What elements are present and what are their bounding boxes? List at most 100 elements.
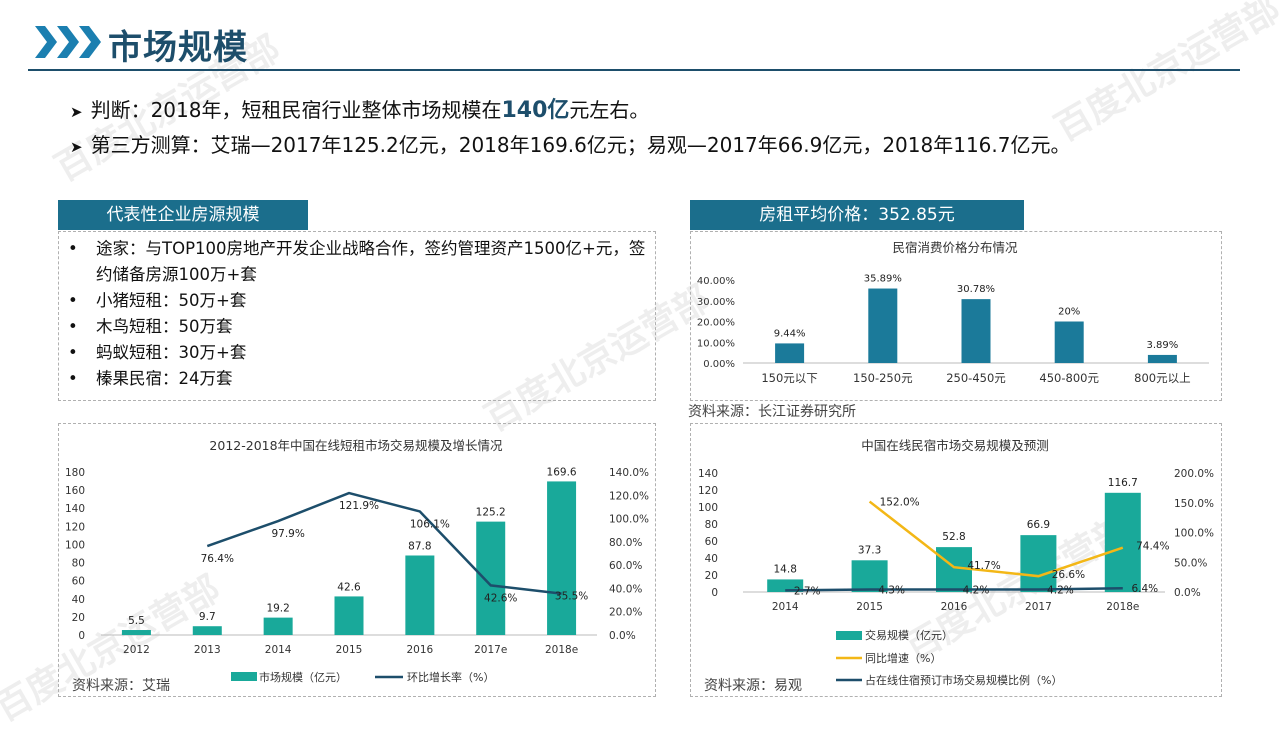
- line-label: 106.1%: [410, 518, 450, 530]
- third-party-text: 第三方测算：艾瑞—2017年125.2亿元，2018年169.6亿元；易观—20…: [90, 133, 1071, 157]
- data-label: 19.2: [266, 603, 289, 615]
- data-label: 42.6: [337, 581, 361, 593]
- legend-swatch-bar: [836, 631, 862, 640]
- arrow-bullet-icon: ➤: [70, 138, 83, 156]
- legend-label: 环比增长率（%）: [407, 670, 494, 684]
- y-tick-label-right: 150.0%: [1174, 498, 1214, 510]
- y-tick-label-left: 140: [698, 468, 718, 480]
- page-title: 市场规模: [108, 28, 248, 68]
- data-label: 66.9: [1027, 519, 1050, 531]
- legend-swatch-bar: [231, 672, 257, 681]
- y-tick-label-left: 120: [65, 521, 85, 533]
- chart-title: 中国在线民宿市场交易规模及预测: [861, 438, 1049, 453]
- title-divider: [28, 69, 1240, 71]
- line-label: 4.2%: [963, 585, 990, 597]
- chart-title: 2012-2018年中国在线短租市场交易规模及增长情况: [209, 438, 503, 453]
- judgement-prefix: 判断：2018年，短租民宿行业整体市场规模在: [90, 98, 502, 122]
- bar: [1020, 535, 1057, 592]
- y-tick-label-right: 50.0%: [1174, 557, 1207, 569]
- data-label: 9.7: [199, 611, 216, 623]
- price-source: 资料来源：长江证券研究所: [688, 404, 856, 420]
- x-tick-label: 2015: [856, 601, 883, 613]
- y-tick-label-left: 60: [72, 576, 85, 588]
- company-scale-panel: [58, 231, 656, 401]
- y-tick-label-left: 40: [72, 594, 85, 606]
- y-tick-label-left: 0: [78, 630, 85, 642]
- x-tick-label: 2013: [194, 644, 221, 656]
- y-tick-label-left: 100: [698, 502, 718, 514]
- bar: [1147, 354, 1177, 363]
- x-tick-label: 2014: [772, 601, 799, 613]
- data-label: 5.5: [128, 615, 145, 627]
- line-label: 97.9%: [271, 528, 304, 540]
- bar: [868, 288, 898, 363]
- list-item: • 木鸟短租：50万套: [68, 317, 233, 336]
- bar: [767, 579, 804, 592]
- line-label: 6.4%: [1131, 583, 1158, 595]
- x-tick-label: 2017e: [474, 644, 507, 656]
- legend-label: 市场规模（亿元）: [259, 670, 347, 684]
- bar: [476, 521, 506, 635]
- judgement-suffix: 元左右。: [569, 98, 650, 122]
- price-panel: [690, 231, 1222, 401]
- bar: [1054, 321, 1084, 363]
- y-tick-label-left: 20: [705, 570, 718, 582]
- y-tick-label-right: 100.0%: [1174, 528, 1214, 540]
- bar: [121, 630, 151, 635]
- short-rent-source: 资料来源：艾瑞: [72, 678, 170, 694]
- third-party-bullet: ➤ 第三方测算：艾瑞—2017年125.2亿元，2018年169.6亿元；易观—2…: [70, 129, 1070, 158]
- legend-label: 同比增速（%）: [865, 651, 941, 665]
- y-tick-label: 0.00%: [703, 359, 735, 370]
- data-label: 30.78%: [957, 284, 995, 295]
- short-rent-chart: 2012-2018年中国在线短租市场交易规模及增长情况 0 20 40 60 80 100 1…: [65, 438, 649, 684]
- list-item: • 蚂蚁短租：30万+套: [68, 343, 247, 362]
- legend-label: 占在线住宿预订市场交易规模比例（%）: [865, 673, 1062, 687]
- data-label: 52.8: [942, 531, 965, 543]
- line-label: 42.6%: [484, 592, 517, 604]
- data-label: 37.3: [858, 544, 881, 556]
- bar: [192, 626, 222, 635]
- list-item: • 榛果民宿：24万套: [68, 369, 233, 388]
- list-item: • 小猪短租：50万+套: [68, 291, 247, 310]
- x-tick-label: 2015: [336, 644, 363, 656]
- line-label: 121.9%: [339, 500, 379, 512]
- growth-line: [868, 500, 1124, 578]
- line-label: 152.0%: [880, 497, 920, 509]
- y-tick-label-left: 180: [65, 467, 85, 479]
- data-label: 9.44%: [774, 328, 806, 339]
- data-label: 35.89%: [864, 274, 902, 285]
- bar: [547, 481, 577, 635]
- list-item: • 途家：与TOP100房地产开发企业战略合作，签约管理资产1500亿+元，签约储…: [68, 239, 646, 284]
- line-label: 35.5%: [555, 591, 588, 603]
- line-label: 74.4%: [1136, 541, 1169, 553]
- bar: [1104, 492, 1141, 592]
- y-tick-label-left: 80: [705, 519, 718, 531]
- homestay-source: 资料来源：易观: [704, 678, 802, 694]
- data-label: 87.8: [408, 540, 431, 552]
- y-tick-label-right: 120.0%: [609, 490, 649, 502]
- line-label: 41.7%: [967, 560, 1000, 572]
- bar: [775, 343, 805, 363]
- bar: [851, 560, 888, 592]
- y-tick-label-right: 140.0%: [609, 467, 649, 479]
- arrow-bullet-icon: ➤: [70, 103, 83, 121]
- bar: [961, 299, 991, 363]
- share-line: [785, 586, 1123, 592]
- price-distribution-chart: 民宿消费价格分布情况 0.00% 10.00% 20.00% 30.00% 40.00% 9…: [697, 240, 1209, 385]
- x-tick-label: 150-250元: [853, 371, 913, 385]
- y-tick-label-left: 160: [65, 485, 85, 497]
- y-tick-label-right: 200.0%: [1174, 468, 1214, 480]
- chevron-icon: [35, 26, 101, 58]
- y-tick-label-right: 100.0%: [609, 514, 649, 526]
- y-tick-label-left: 60: [705, 536, 718, 548]
- x-tick-label: 2018e: [545, 644, 578, 656]
- x-tick-label: 2018e: [1106, 601, 1139, 613]
- y-tick-label: 10.00%: [697, 338, 735, 349]
- line-label: 4.3%: [878, 584, 905, 596]
- data-label: 116.7: [1108, 477, 1138, 489]
- growth-line: [206, 491, 562, 595]
- y-tick-label-right: 40.0%: [609, 583, 642, 595]
- x-tick-label: 450-800元: [1039, 371, 1099, 385]
- homestay-chart: 中国在线民宿市场交易规模及预测 0 20 40 60 80 100 120 140 0.0% 50.…: [698, 438, 1214, 687]
- data-label: 169.6: [547, 466, 577, 478]
